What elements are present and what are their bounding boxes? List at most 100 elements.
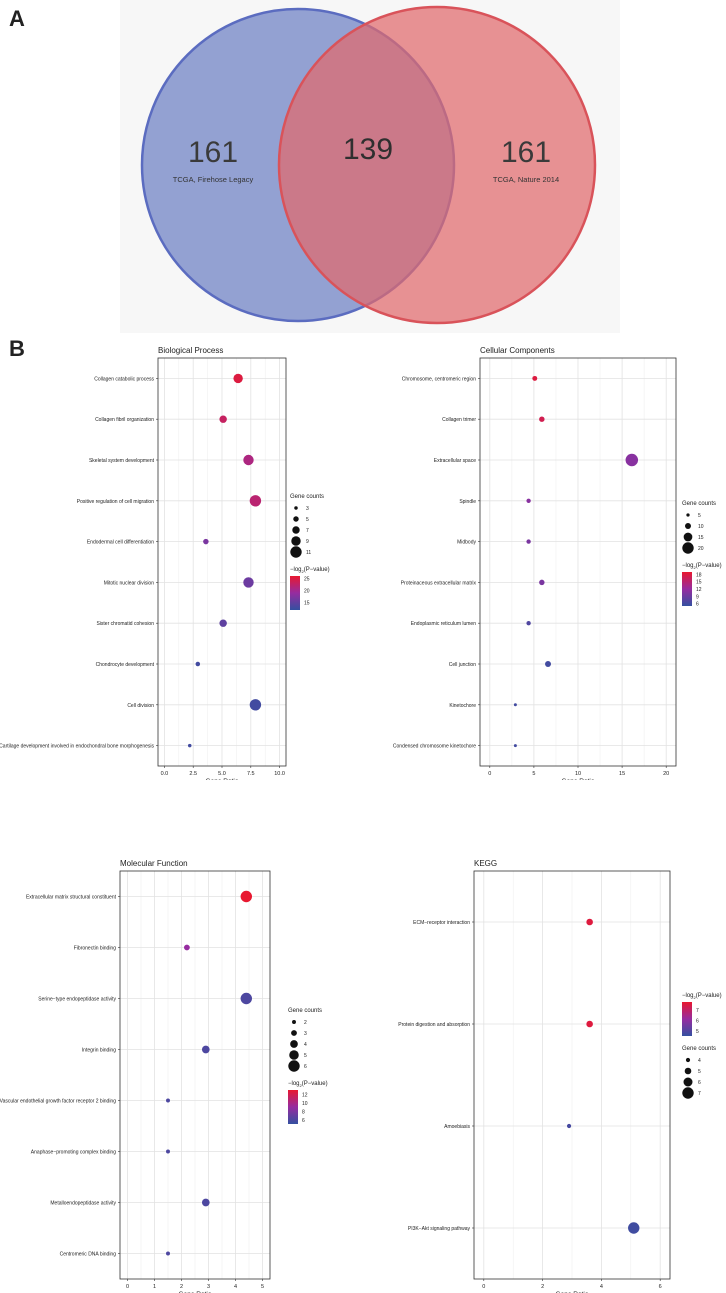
x-tick-label: 0	[488, 771, 491, 777]
size-legend-label: 9	[306, 539, 309, 545]
color-legend-label: 9	[696, 594, 699, 600]
y-tick-label: Condensed chromosome kinetochore	[393, 744, 476, 750]
y-tick-label: Collagen trimer	[442, 417, 476, 423]
size-legend-label: 20	[698, 546, 704, 552]
size-legend-label: 10	[698, 524, 704, 530]
y-tick-label: Sister chromatid cohesion	[96, 621, 154, 627]
data-point	[566, 1123, 572, 1129]
size-legend-dot	[290, 1040, 298, 1048]
venn-right-label: TCGA, Nature 2014	[493, 175, 559, 184]
data-point	[240, 890, 252, 903]
color-legend-title: −log2(P−value)	[290, 567, 330, 574]
y-tick-label: Collagen catabolic process	[94, 376, 154, 382]
size-legend-dot	[288, 1060, 300, 1072]
y-tick-label: Mitotic nuclear division	[104, 580, 155, 586]
color-legend-bar	[682, 1002, 692, 1036]
data-point	[249, 699, 262, 711]
x-tick-label: 0	[482, 1284, 485, 1290]
x-axis-label: Gene Ratio	[179, 1291, 212, 1293]
data-point	[166, 1149, 170, 1154]
venn-left-count: 161	[188, 136, 238, 169]
y-tick-label: Collagen fibril organization	[95, 417, 154, 423]
data-point	[243, 454, 254, 466]
y-tick-label: Metalloendopeptidase activity	[50, 1201, 116, 1207]
size-legend-label: 2	[304, 1020, 307, 1026]
x-tick-label: 5	[532, 771, 535, 777]
size-legend-dot	[290, 546, 302, 558]
chart-title: Cellular Components	[480, 346, 555, 355]
data-point	[539, 579, 545, 586]
color-legend-label: 18	[696, 572, 702, 578]
color-legend-label: 12	[696, 587, 702, 593]
data-point	[195, 661, 201, 667]
venn-left-label: TCGA, Firehose Legacy	[173, 175, 254, 184]
color-legend-label: 10	[302, 1101, 308, 1107]
color-legend-label: 7	[696, 1008, 699, 1014]
data-point	[539, 416, 545, 422]
venn-set-right	[277, 5, 597, 325]
data-point	[201, 1198, 210, 1207]
data-point	[586, 1020, 593, 1028]
y-tick-label: Cartilage development involved in endoch…	[0, 744, 154, 750]
data-point	[219, 415, 227, 423]
venn-diagram: 161 TCGA, Firehose Legacy 139 161 TCGA, …	[120, 0, 620, 333]
data-point	[513, 744, 517, 748]
y-tick-label: Extracellular space	[434, 458, 476, 464]
size-legend-label: 5	[304, 1053, 307, 1059]
size-legend-dot	[291, 536, 301, 546]
y-tick-label: Midbody	[457, 540, 476, 546]
size-legend-title: Gene counts	[288, 1008, 322, 1014]
x-axis-label: Gene Ratio	[562, 778, 595, 780]
chart-kegg: KEGG ECM−receptor interaction Protein dige…	[398, 859, 722, 1293]
data-point	[187, 743, 192, 748]
x-tick-label: 4	[234, 1284, 237, 1290]
color-legend-label: 6	[302, 1118, 305, 1124]
y-tick-label: Endodermal cell differentiation	[87, 540, 154, 546]
x-tick-label: 2.5	[189, 771, 197, 777]
size-legend-label: 11	[306, 550, 311, 556]
x-tick-label: 4	[600, 1284, 603, 1290]
x-tick-label: 7.5	[247, 771, 255, 777]
color-legend-label: 12	[302, 1092, 308, 1098]
color-legend-label: 5	[696, 1029, 699, 1035]
size-legend-dot	[292, 1020, 296, 1024]
y-tick-label: Fibronectin binding	[74, 946, 116, 952]
size-legend-label: 4	[698, 1058, 701, 1064]
size-legend-label: 5	[306, 517, 309, 523]
chart-title: Molecular Function	[120, 859, 188, 868]
data-point	[233, 373, 243, 384]
y-tick-label: Kinetochore	[449, 703, 476, 709]
size-legend-dot	[683, 1077, 693, 1087]
y-tick-label: Skeletal system development	[89, 458, 155, 464]
size-legend-title: Gene counts	[682, 501, 716, 507]
size-legend-dot	[684, 1067, 692, 1075]
venn-intersection-count: 139	[343, 133, 393, 166]
size-legend-title: Gene counts	[290, 494, 324, 500]
data-point	[526, 539, 531, 544]
x-tick-label: 6	[659, 1284, 662, 1290]
color-legend-label: 6	[696, 602, 699, 608]
data-point	[219, 619, 227, 627]
size-legend-label: 7	[698, 1091, 701, 1097]
size-legend-title: Gene counts	[682, 1046, 716, 1052]
chart-title: Biological Process	[158, 346, 223, 355]
chart-biological-process: Biological Process Collagen catabolic pro…	[0, 346, 330, 780]
y-tick-label: ECM−receptor interaction	[413, 920, 470, 926]
data-point	[532, 375, 538, 381]
y-tick-label: Positive regulation of cell migration	[77, 499, 154, 505]
x-tick-label: 2	[180, 1284, 183, 1290]
size-legend-label: 6	[304, 1064, 307, 1070]
panel-label-a: A	[9, 6, 25, 31]
x-axis-label: Gene Ratio	[206, 778, 239, 780]
data-point	[249, 495, 262, 507]
x-tick-label: 0	[126, 1284, 129, 1290]
y-tick-label: Extracellular matrix structural constitu…	[26, 895, 117, 901]
plot-frame	[473, 870, 671, 1280]
color-legend-title: −log2(P−value)	[682, 993, 722, 1000]
x-tick-label: 20	[663, 771, 669, 777]
y-tick-label: Integrin binding	[82, 1048, 116, 1054]
x-tick-label: 10.0	[274, 771, 285, 777]
x-tick-label: 5	[261, 1284, 264, 1290]
size-legend-label: 3	[304, 1031, 307, 1037]
data-point	[184, 944, 190, 951]
